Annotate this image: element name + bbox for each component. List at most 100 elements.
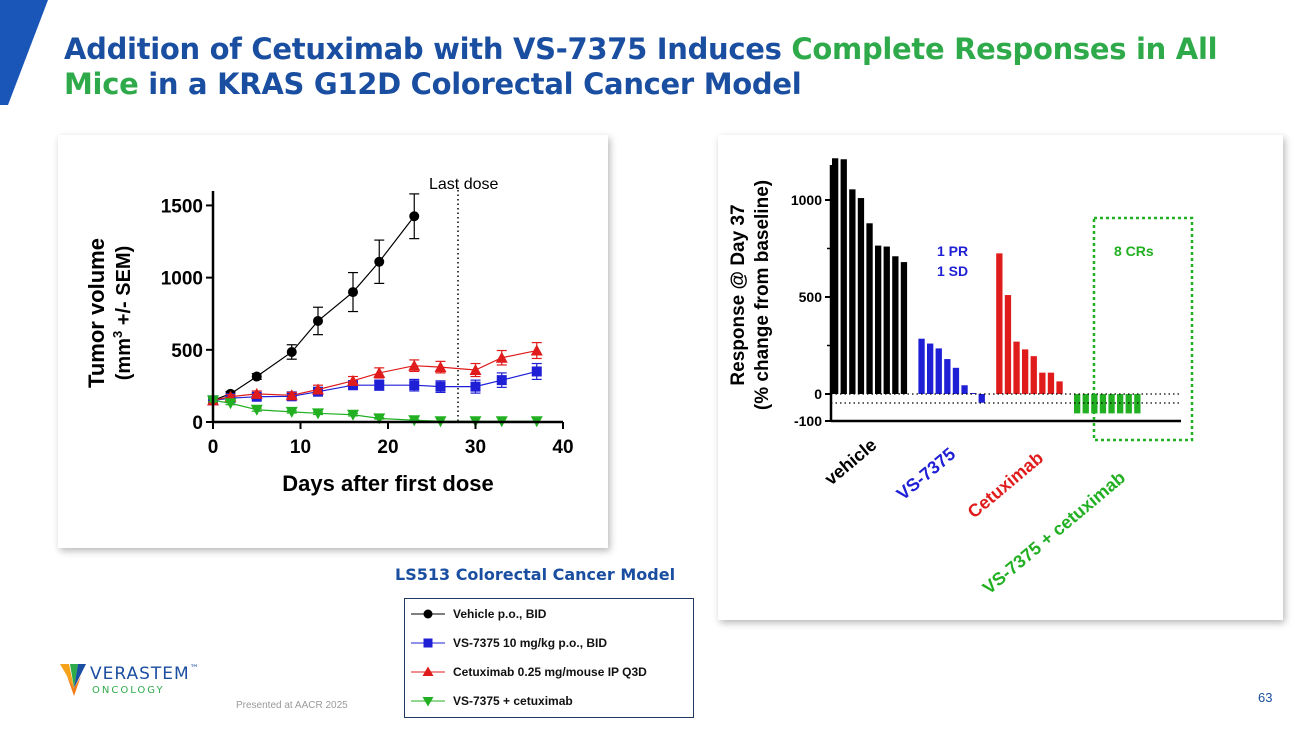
legend-marker-combination xyxy=(411,697,445,707)
series-cetuximab-0-25-mg-mouse-ip-q3d xyxy=(207,341,543,406)
group-label-cetuximab: Cetuximab xyxy=(964,448,1047,522)
response-bar xyxy=(900,262,908,394)
legend-label-combination: VS-7375 + cetuximab xyxy=(453,694,573,708)
page-number: 63 xyxy=(1258,690,1273,705)
response-bar xyxy=(892,256,899,394)
data-point xyxy=(409,380,420,391)
series-vehicle-p-o-bid xyxy=(208,193,420,406)
data-point xyxy=(250,404,263,416)
data-point xyxy=(469,364,482,376)
response-bar xyxy=(840,159,847,394)
data-point xyxy=(530,344,543,356)
x-tick-label: 10 xyxy=(290,437,311,458)
data-point xyxy=(434,361,447,373)
y-tick-label: 0 xyxy=(814,386,822,402)
last-dose-annotation: Last dose xyxy=(429,176,498,193)
response-bar xyxy=(944,359,951,394)
data-point xyxy=(224,398,237,410)
page-title: Addition of Cetuximab with VS-7375 Induc… xyxy=(64,32,1244,102)
y-axis-label-line1: Tumor volume xyxy=(84,238,109,388)
response-bar xyxy=(935,348,942,394)
y-axis-label-line2: (mm3 +/- SEM) xyxy=(110,246,135,380)
data-point xyxy=(286,346,297,357)
y-axis-label-line1: Response @ Day 37 xyxy=(728,204,749,385)
sd-annotation: 1 SD xyxy=(937,263,968,279)
legend-marker-cetuximab xyxy=(411,666,445,676)
response-bar xyxy=(1125,394,1132,414)
legend-label-vs7375: VS-7375 10 mg/kg p.o., BID xyxy=(453,636,608,650)
data-point xyxy=(251,371,262,382)
response-bar xyxy=(1074,394,1081,414)
data-point xyxy=(496,375,507,386)
legend-marker-vehicle xyxy=(411,609,445,619)
model-label: LS513 Colorectal Cancer Model xyxy=(395,565,676,584)
response-waterfall-chart: -100 0 500 1000 1 PR 1 SD 8 CRs Response @ … xyxy=(728,158,1194,598)
y-tick-label: 500 xyxy=(799,289,823,305)
y-tick-label: 0 xyxy=(192,413,203,434)
response-bar xyxy=(875,245,882,394)
response-bar xyxy=(849,189,856,394)
data-point xyxy=(373,366,386,378)
bar-group-vehicle xyxy=(832,158,908,394)
response-bar xyxy=(952,367,960,394)
legend-item-combination: VS-7375 + cetuximab xyxy=(409,691,573,711)
bar-group-cetuximab xyxy=(996,253,1063,394)
pr-annotation: 1 PR xyxy=(937,243,968,259)
chart-legend: Vehicle p.o., BID VS-7375 10 mg/kg p.o.,… xyxy=(404,598,694,718)
data-point xyxy=(470,381,481,392)
y-tick-label: -100 xyxy=(794,413,822,429)
response-bar xyxy=(1099,394,1107,414)
response-bar xyxy=(1047,372,1055,394)
series-line xyxy=(212,215,415,401)
legend-item-vs7375: VS-7375 10 mg/kg p.o., BID xyxy=(409,633,607,653)
title-highlight1: Complete Responses in All xyxy=(791,32,1218,66)
response-bar xyxy=(970,393,977,394)
group-label-vehicle: vehicle xyxy=(821,435,881,490)
verastem-logo: VERASTEM™ ONCOLOGY xyxy=(58,660,228,700)
bar-group-vs-7375 xyxy=(918,338,985,403)
response-bar xyxy=(1056,381,1063,394)
data-point xyxy=(285,406,298,418)
data-point xyxy=(374,256,385,267)
response-bar xyxy=(866,223,873,394)
response-bar xyxy=(1030,356,1037,394)
x-axis-label: Days after first dose xyxy=(282,471,494,496)
logo-name: VERASTEM™ xyxy=(90,664,200,684)
response-bar xyxy=(996,253,1003,394)
accent-bar xyxy=(0,0,48,105)
data-point xyxy=(495,351,508,363)
response-bar xyxy=(961,385,968,394)
response-bar xyxy=(1013,341,1020,394)
series-vs-7375-10-mg-kg-p-o-bid xyxy=(208,362,542,406)
data-point xyxy=(348,287,358,298)
y-tick-label: 1000 xyxy=(791,192,822,208)
response-bar xyxy=(1082,394,1089,414)
data-point xyxy=(285,389,298,401)
data-point xyxy=(250,387,263,399)
presentation-footnote: Presented at AACR 2025 xyxy=(236,700,348,711)
data-point xyxy=(347,409,359,421)
bar-group-vs-7375-cetuximab xyxy=(1074,394,1141,414)
complete-response-box xyxy=(1092,216,1194,442)
legend-item-cetuximab: Cetuximab 0.25 mg/mouse IP Q3D xyxy=(409,662,647,682)
response-bar xyxy=(883,246,890,394)
data-point xyxy=(313,315,323,326)
series-line xyxy=(212,349,537,401)
legend-label-vehicle: Vehicle p.o., BID xyxy=(453,607,547,621)
response-bar xyxy=(1022,349,1029,394)
response-bar xyxy=(857,198,865,394)
logo-mark-icon xyxy=(60,664,86,696)
logo-subtitle: ONCOLOGY xyxy=(92,685,165,696)
legend-marker-vs7375 xyxy=(411,638,445,648)
y-axis-label-line2: (% change from baseline) xyxy=(752,180,773,410)
x-tick-label: 20 xyxy=(377,437,398,458)
response-bar xyxy=(1004,295,1012,394)
response-bar xyxy=(1134,394,1141,414)
y-tick-label: 1000 xyxy=(161,269,203,290)
data-point xyxy=(347,374,359,386)
title-part2: in a KRAS G12D Colorectal Cancer Model xyxy=(138,67,802,101)
cr-annotation: 8 CRs xyxy=(1114,243,1154,259)
tumor-volume-chart: 0 10 20 30 40 0 500 1000 1500 Last dose Days aft… xyxy=(84,176,574,496)
x-tick-label: 0 xyxy=(208,437,219,458)
response-bar xyxy=(927,343,934,394)
